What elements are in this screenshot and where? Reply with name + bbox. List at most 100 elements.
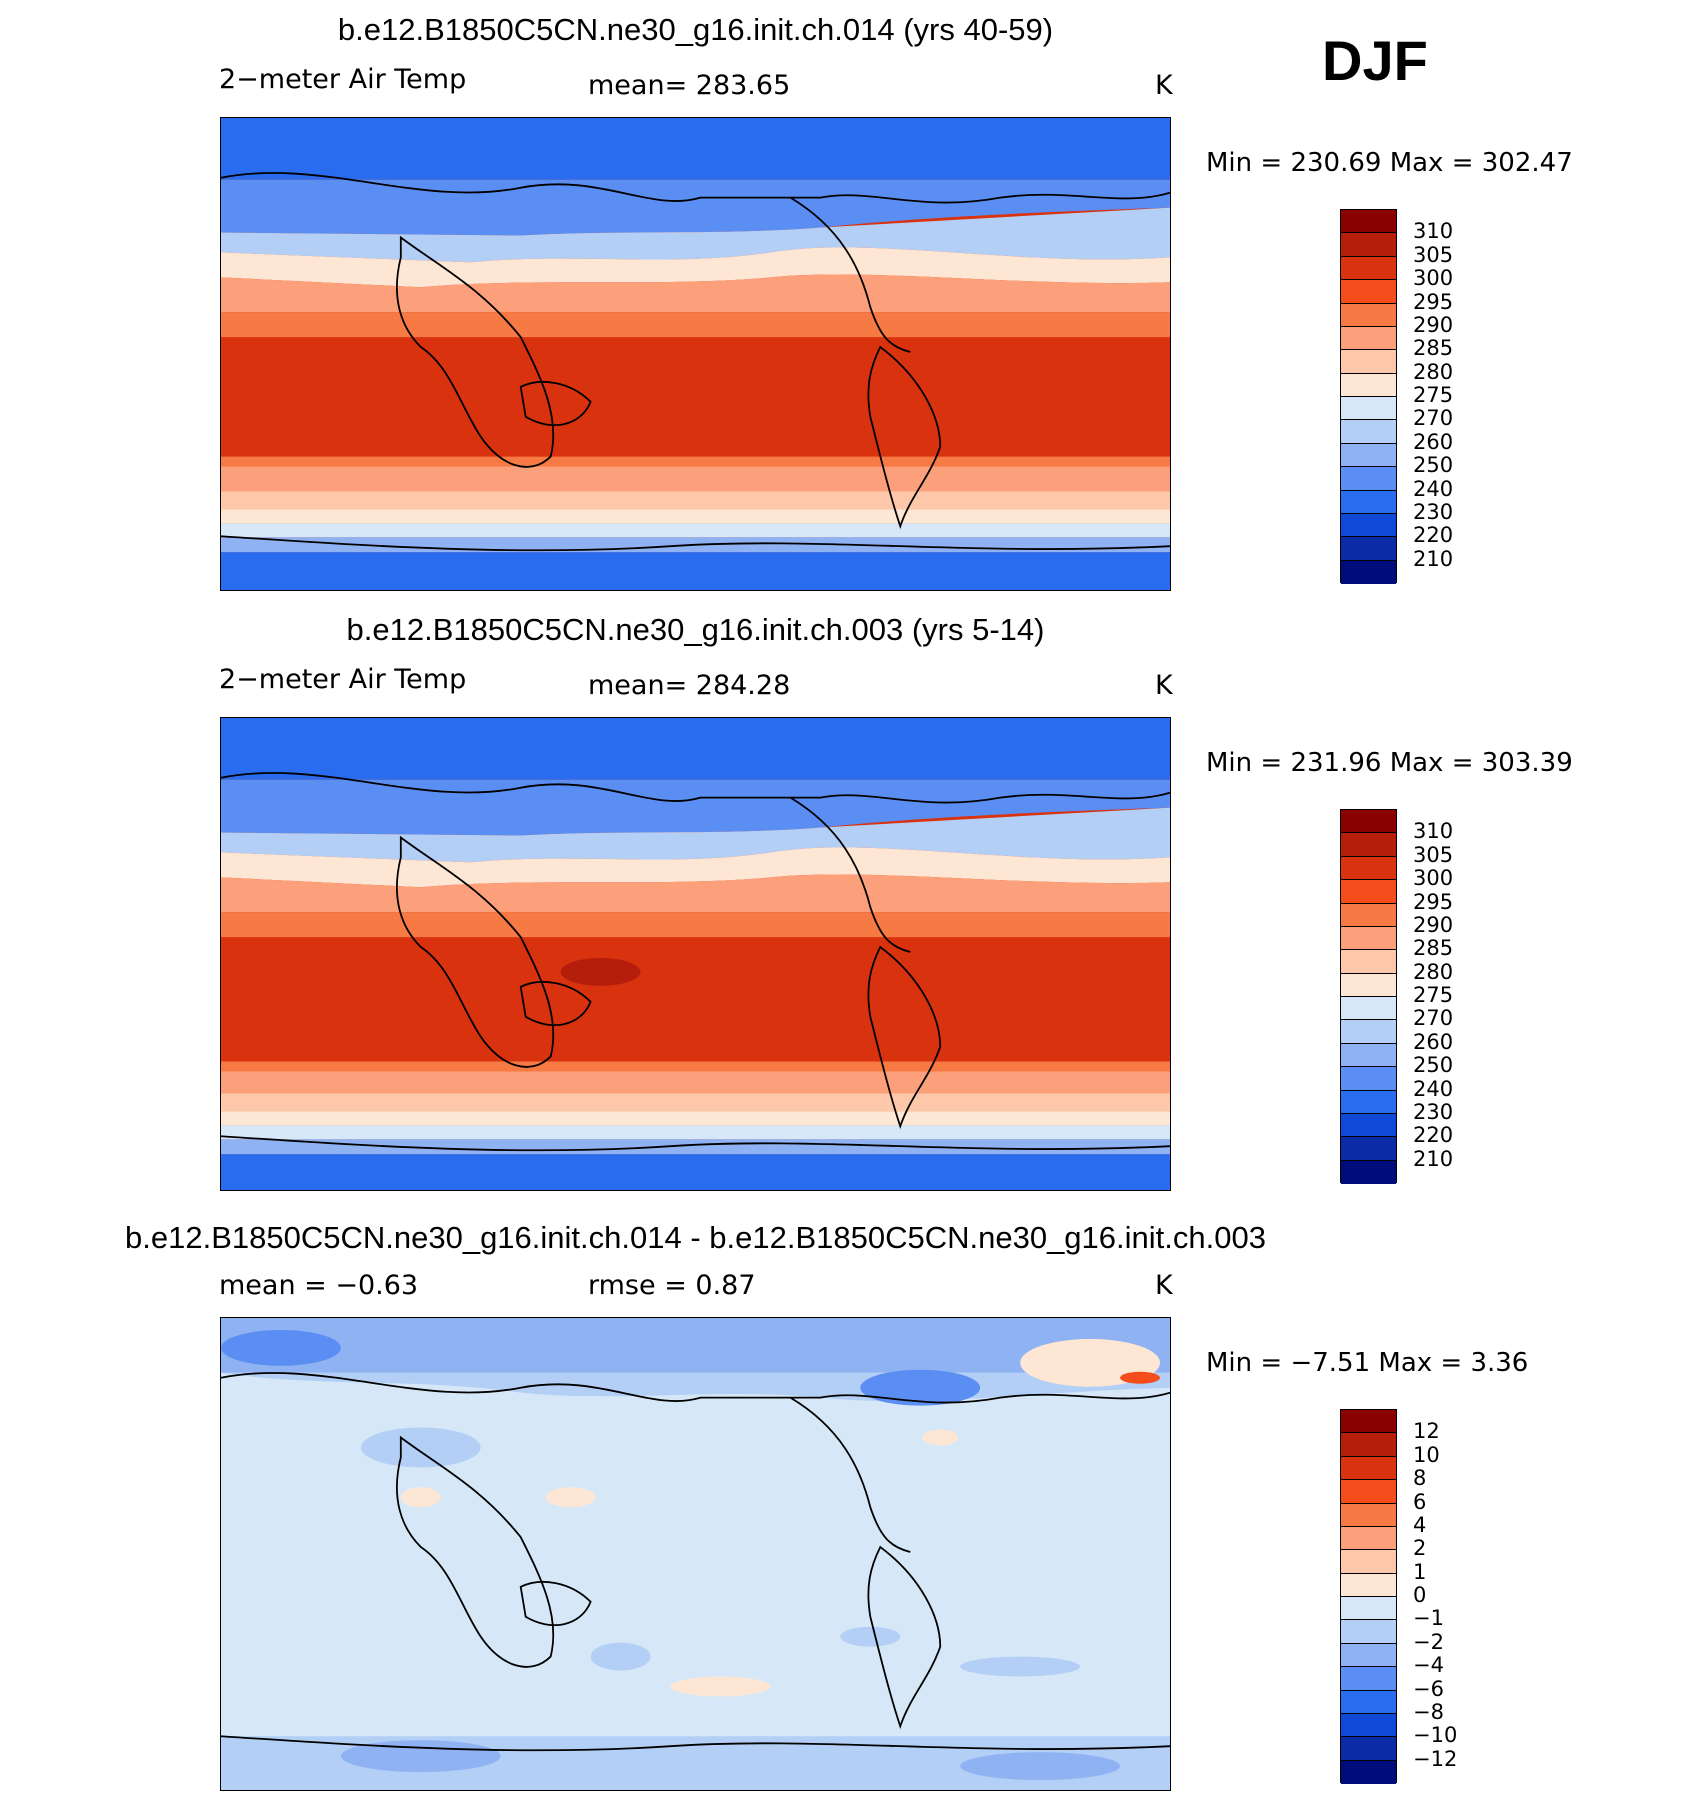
colorbar-tick-label: 250 <box>1413 1053 1454 1078</box>
colorbar-swatch <box>1341 1160 1396 1184</box>
colorbar-swatch <box>1341 1643 1396 1668</box>
panel-1-variable-label: 2−meter Air Temp <box>219 64 467 95</box>
colorbar-swatch <box>1341 560 1396 584</box>
colorbar-tick-label: 270 <box>1413 406 1454 431</box>
colorbar-swatch <box>1341 1043 1396 1068</box>
panel-2-units-label: K <box>1155 670 1173 701</box>
colorbar-tick-label: 10 <box>1413 1442 1440 1467</box>
colorbar-swatch <box>1341 256 1396 281</box>
season-label: DJF <box>1322 29 1428 92</box>
colorbar-swatch <box>1341 326 1396 351</box>
panel-1-map <box>220 117 1171 591</box>
colorbar-tick-label: 220 <box>1413 1123 1454 1148</box>
colorbar-swatch <box>1341 1690 1396 1714</box>
colorbar-tick-label: 305 <box>1413 242 1454 267</box>
colorbar-swatch <box>1341 1433 1396 1457</box>
colorbar-swatch <box>1341 1713 1396 1738</box>
panel-2-minmax-label: Min = 231.96 Max = 303.39 <box>1206 748 1573 778</box>
colorbar-tick-label: 260 <box>1413 1029 1454 1054</box>
colorbar-swatch <box>1341 880 1396 904</box>
colorbar-tick-label: 240 <box>1413 476 1454 501</box>
colorbar-tick-label: 6 <box>1413 1489 1427 1514</box>
colorbar-tick-label: −8 <box>1413 1699 1444 1724</box>
colorbar-tick-label: 250 <box>1413 453 1454 478</box>
colorbar-swatch <box>1341 537 1396 561</box>
panel-2-mean-label: mean= 284.28 <box>588 670 791 701</box>
panel-3-title: b.e12.B1850C5CN.ne30_g16.init.ch.014 - b… <box>125 1220 1266 1255</box>
panel-3-rmse-label: rmse = 0.87 <box>588 1270 756 1301</box>
colorbar-swatch <box>1341 1137 1396 1161</box>
colorbar-tick-label: 260 <box>1413 429 1454 454</box>
colorbar-tick-label: 310 <box>1413 219 1454 244</box>
colorbar-tick-label: 270 <box>1413 1006 1454 1031</box>
colorbar-swatch <box>1341 810 1396 834</box>
colorbar-tick-label: 295 <box>1413 289 1454 314</box>
colorbar-swatch <box>1341 420 1396 444</box>
panel-2-map <box>220 717 1171 1191</box>
colorbar-tick-label: 300 <box>1413 266 1454 291</box>
colorbar-swatch <box>1341 1667 1396 1691</box>
colorbar-tick-label: 290 <box>1413 312 1454 337</box>
colorbar-tick-label: 285 <box>1413 936 1454 961</box>
colorbar-swatch <box>1341 1090 1396 1114</box>
colorbar-swatch <box>1341 280 1396 304</box>
colorbar-swatch <box>1341 1620 1396 1644</box>
colorbar-tick-label: 0 <box>1413 1583 1427 1607</box>
colorbar-tick-label: 280 <box>1413 959 1454 984</box>
colorbar-tick-label: 4 <box>1413 1512 1427 1537</box>
colorbar-tick-label: 8 <box>1413 1466 1427 1491</box>
colorbar-tick-label: 295 <box>1413 889 1454 914</box>
colorbar-swatch <box>1341 1760 1396 1784</box>
colorbar-swatch <box>1341 833 1396 857</box>
colorbar-swatch <box>1341 856 1396 881</box>
colorbar-swatch <box>1341 397 1396 421</box>
panel-3-map <box>220 1317 1171 1791</box>
panel-1-colorbar <box>1340 209 1397 584</box>
colorbar-tick-label: 300 <box>1413 866 1454 891</box>
colorbar-swatch <box>1341 1456 1396 1481</box>
colorbar-tick-label: 275 <box>1413 983 1454 1007</box>
panel-1-title: b.e12.B1850C5CN.ne30_g16.init.ch.014 (yr… <box>337 12 1054 47</box>
colorbar-tick-label: −12 <box>1413 1746 1458 1771</box>
colorbar-tick-label: 1 <box>1413 1559 1427 1584</box>
colorbar-swatch <box>1341 350 1396 374</box>
colorbar-tick-label: 12 <box>1413 1419 1440 1444</box>
colorbar-swatch <box>1341 1597 1396 1621</box>
colorbar-tick-label: −4 <box>1413 1653 1444 1678</box>
colorbar-tick-label: 240 <box>1413 1076 1454 1101</box>
colorbar-tick-label: 310 <box>1413 819 1454 844</box>
colorbar-swatch <box>1341 233 1396 257</box>
colorbar-swatch <box>1341 303 1396 327</box>
panel-1-mean-label: mean= 283.65 <box>588 70 791 101</box>
colorbar-tick-label: 220 <box>1413 523 1454 548</box>
colorbar-tick-label: −2 <box>1413 1629 1444 1654</box>
panel-3-units-label: K <box>1155 1270 1173 1301</box>
colorbar-tick-label: −1 <box>1413 1606 1444 1631</box>
colorbar-swatch <box>1341 1737 1396 1761</box>
panel-3-minmax-label: Min = −7.51 Max = 3.36 <box>1206 1348 1529 1378</box>
colorbar-swatch <box>1341 1480 1396 1504</box>
colorbar-swatch <box>1341 490 1396 514</box>
colorbar-tick-label: 2 <box>1413 1536 1427 1561</box>
colorbar-swatch <box>1341 1550 1396 1574</box>
colorbar-tick-label: 280 <box>1413 359 1454 384</box>
colorbar-swatch <box>1341 1067 1396 1091</box>
panel-3-colorbar <box>1340 1409 1397 1784</box>
colorbar-tick-label: 275 <box>1413 383 1454 407</box>
panel-1-units-label: K <box>1155 70 1173 101</box>
colorbar-swatch <box>1341 903 1396 927</box>
colorbar-swatch <box>1341 973 1396 997</box>
colorbar-tick-label: 210 <box>1413 1146 1454 1171</box>
colorbar-swatch <box>1341 373 1396 397</box>
colorbar-swatch <box>1341 1573 1396 1597</box>
colorbar-tick-label: −10 <box>1413 1723 1458 1748</box>
colorbar-swatch <box>1341 1410 1396 1434</box>
colorbar-tick-label: 305 <box>1413 842 1454 867</box>
panel-2-title: b.e12.B1850C5CN.ne30_g16.init.ch.003 (yr… <box>346 612 1045 647</box>
colorbar-swatch <box>1341 443 1396 468</box>
colorbar-tick-label: −6 <box>1413 1676 1444 1701</box>
colorbar-swatch <box>1341 997 1396 1021</box>
panel-1-minmax-label: Min = 230.69 Max = 302.47 <box>1206 148 1573 178</box>
colorbar-swatch <box>1341 513 1396 538</box>
colorbar-swatch <box>1341 1020 1396 1044</box>
